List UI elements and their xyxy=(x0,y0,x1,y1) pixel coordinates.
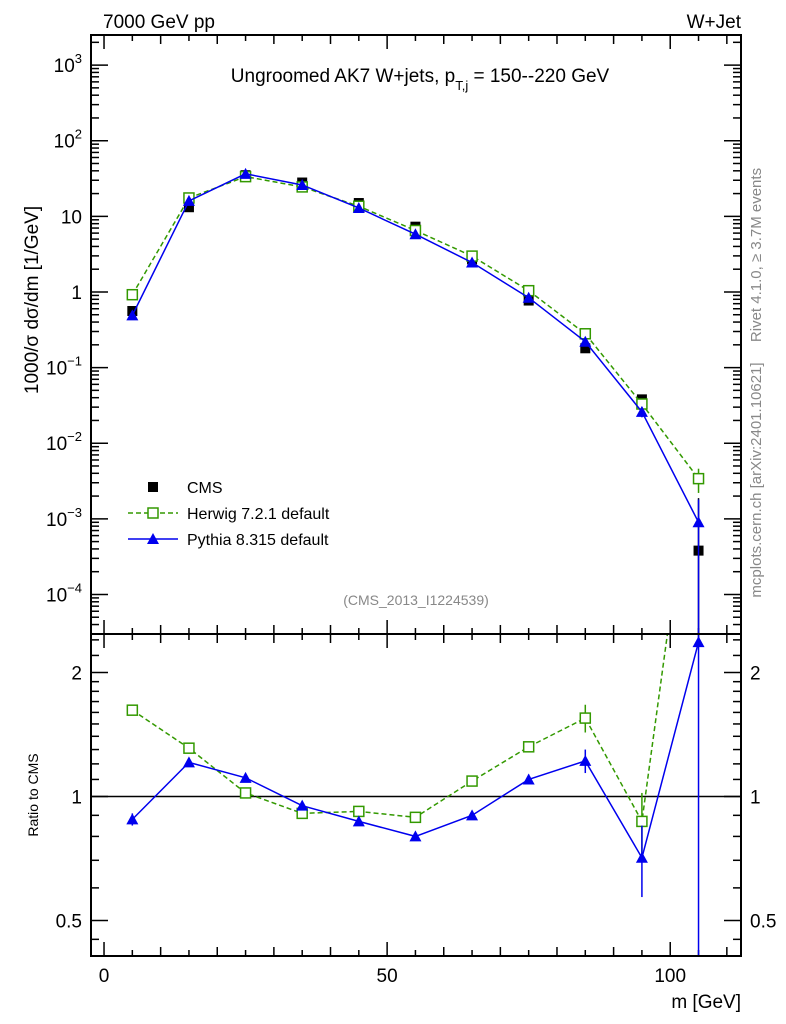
data-point-marker xyxy=(126,288,139,301)
data-point-marker xyxy=(579,754,592,766)
data-point-marker xyxy=(635,405,648,417)
ratio-y-tick-label-right: 0.5 xyxy=(750,911,776,932)
series-pythia xyxy=(126,167,705,634)
legend-item: Herwig 7.2.1 default xyxy=(128,506,330,523)
legend: CMS Herwig 7.2.1 default Pythia 8.315 defa… xyxy=(128,480,330,549)
data-point-marker xyxy=(466,775,478,787)
legend-label: Herwig 7.2.1 default xyxy=(187,506,330,523)
data-point-marker xyxy=(296,799,309,811)
series-pythia xyxy=(126,634,705,956)
data-point-marker xyxy=(353,805,365,818)
rivet-version-label: Rivet 4.1.0, ≥ 3.7M events xyxy=(748,168,765,342)
ratio-y-tick-label: 2 xyxy=(71,663,82,684)
ratio-frame xyxy=(90,633,742,957)
data-point-marker xyxy=(352,201,365,213)
y-axis-label: 1000/σ dσ/dm [1/GeV] xyxy=(22,206,43,394)
data-point-marker xyxy=(522,741,535,753)
legend-item: Pythia 8.315 default xyxy=(128,532,329,549)
data-point-marker xyxy=(579,335,592,347)
x-tick-label: 0 xyxy=(99,966,110,987)
y-tick-label: 1 xyxy=(71,283,82,304)
ratio-y-tick-label-right: 2 xyxy=(750,663,761,684)
data-point-marker xyxy=(352,815,365,827)
data-point-marker xyxy=(692,516,705,528)
x-tick-label: 50 xyxy=(377,966,398,987)
data-point-marker xyxy=(635,851,648,863)
data-point-marker xyxy=(239,771,252,783)
data-point-marker xyxy=(183,202,194,213)
ratio-y-tick-label: 1 xyxy=(71,787,82,808)
y-tick-label: 10 xyxy=(61,207,82,228)
series-herwig xyxy=(126,634,669,856)
main-plot-area xyxy=(126,167,705,634)
data-point-marker xyxy=(579,712,592,724)
ratio-plot-area xyxy=(91,634,741,956)
ratio-y-axis-label: Ratio to CMS xyxy=(25,753,41,836)
data-point-marker xyxy=(409,228,422,240)
data-point-marker xyxy=(522,773,535,785)
y-tick-label: 10−2 xyxy=(46,429,82,455)
series-line xyxy=(131,175,700,480)
mcplots-label: mcplots.cern.ch [arXiv:2401.10621] xyxy=(748,362,765,597)
data-point-marker xyxy=(522,291,535,303)
y-tick-label: 103 xyxy=(54,51,82,77)
data-point-marker xyxy=(636,815,648,828)
data-point-marker xyxy=(147,533,159,544)
ratio-y-tick-label-right: 1 xyxy=(750,787,761,808)
data-point-marker xyxy=(466,256,479,268)
data-point-marker xyxy=(148,482,158,492)
data-point-marker xyxy=(147,507,159,519)
y-tick-label: 10−4 xyxy=(46,580,82,606)
ratio-y-tick-label: 0.5 xyxy=(56,911,82,932)
y-tick-label: 10−3 xyxy=(46,505,82,531)
data-point-marker xyxy=(126,704,139,716)
data-point-marker xyxy=(580,343,591,354)
legend-item: CMS xyxy=(148,480,223,497)
data-point-marker xyxy=(239,787,252,799)
data-point-marker xyxy=(692,472,705,485)
data-point-marker xyxy=(183,742,195,754)
series-cms xyxy=(127,170,704,634)
data-point-marker xyxy=(126,309,139,321)
series-herwig xyxy=(126,170,705,493)
data-point-marker xyxy=(182,194,195,206)
data-point-marker xyxy=(239,167,252,179)
data-point-marker xyxy=(409,830,422,842)
data-point-marker xyxy=(126,813,139,825)
series-line xyxy=(131,634,669,824)
y-tick-label: 10−1 xyxy=(46,354,82,380)
y-tick-label: 102 xyxy=(54,127,82,153)
data-point-marker xyxy=(409,811,422,824)
analysis-id-label: (CMS_2013_I1224539) xyxy=(343,592,489,608)
data-point-marker xyxy=(182,756,195,768)
data-point-marker xyxy=(296,178,309,190)
plot-title: Ungroomed AK7 W+jets, pT,j = 150--220 Ge… xyxy=(231,66,610,93)
legend-label: Pythia 8.315 default xyxy=(187,532,329,549)
x-tick-label: 100 xyxy=(654,966,686,987)
x-axis-label: m [GeV] xyxy=(671,992,741,1013)
header-left: 7000 GeV pp xyxy=(103,12,215,33)
data-point-marker xyxy=(692,636,705,648)
series-line xyxy=(131,641,700,860)
legend-label: CMS xyxy=(187,480,223,497)
data-point-marker xyxy=(466,809,479,821)
header-right: W+Jet xyxy=(687,12,742,33)
